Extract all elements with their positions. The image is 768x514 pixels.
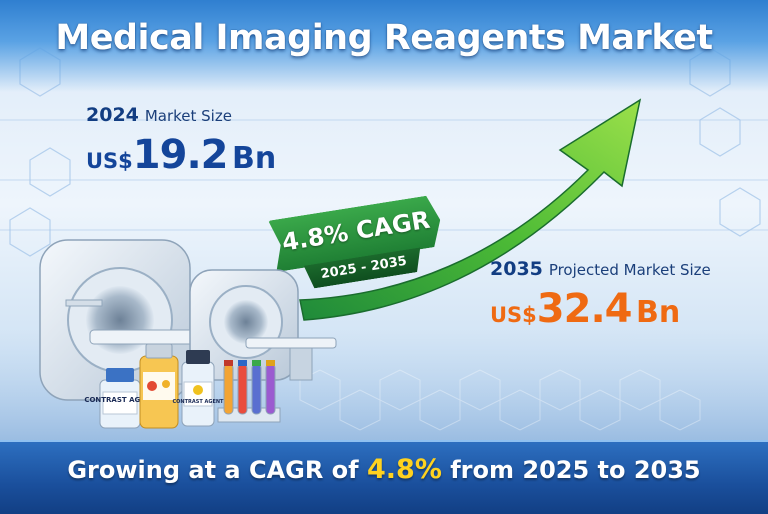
vial-icon xyxy=(139,343,179,429)
stat-2024-value: US$19.2 Bn xyxy=(86,132,276,178)
banner-suffix: from 2025 to 2035 xyxy=(450,456,701,484)
stat-2035-year: 2035 xyxy=(490,258,543,280)
vial-icon: CONTRAST AGENT xyxy=(84,368,156,429)
stat-2024-year: 2024 xyxy=(86,104,139,126)
stat-2024-label-text: Market Size xyxy=(144,107,232,125)
stat-2035-number: 32.4 xyxy=(536,286,633,332)
vial-right-label: CONTRAST AGENT xyxy=(173,399,225,405)
stat-2035-currency: US$ xyxy=(490,303,537,327)
stat-2035: 2035 Projected Market Size US$32.4 Bn xyxy=(490,258,711,332)
title-bar xyxy=(0,0,768,92)
bottom-banner-text: Growing at a CAGR of 4.8% from 2025 to 2… xyxy=(0,454,768,485)
stat-2024: 2024 Market Size US$19.2 Bn xyxy=(86,104,276,178)
ct-scanner-icon xyxy=(189,269,337,381)
stat-2035-label: 2035 Projected Market Size xyxy=(490,258,711,280)
stat-2035-unit: Bn xyxy=(635,295,681,330)
banner-prefix: Growing at a CAGR of xyxy=(67,456,359,484)
bottom-banner xyxy=(0,440,768,514)
stat-2035-label-text: Projected Market Size xyxy=(548,261,711,279)
stat-2035-value: US$32.4 Bn xyxy=(490,286,711,332)
page-title: Medical Imaging Reagents Market xyxy=(55,18,713,58)
vial-left-label: CONTRAST AGENT xyxy=(84,396,156,404)
banner-rate: 4.8% xyxy=(366,454,442,485)
stat-2024-unit: Bn xyxy=(231,141,277,176)
test-tube-rack-icon xyxy=(217,360,281,423)
stat-2024-label: 2024 Market Size xyxy=(86,104,276,126)
stat-2024-currency: US$ xyxy=(86,149,133,173)
stat-2024-number: 19.2 xyxy=(132,132,229,178)
vial-icon: CONTRAST AGENT xyxy=(173,350,225,427)
